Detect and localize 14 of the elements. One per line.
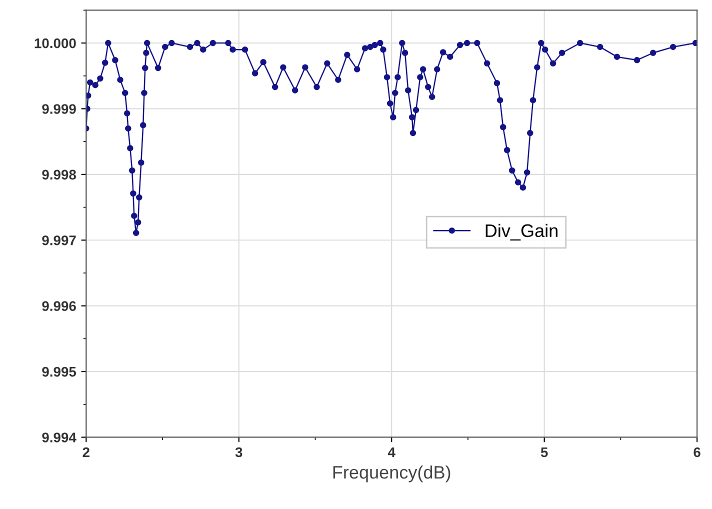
x-tick-label: 3 bbox=[235, 447, 242, 458]
legend-label: Div_Gain bbox=[486, 224, 558, 241]
y-tick-label: 9.997 bbox=[42, 235, 76, 246]
y-tick-label: 9.998 bbox=[42, 170, 76, 180]
y-tick-label: 10.000 bbox=[34, 38, 76, 48]
x-tick-label: 2 bbox=[82, 447, 90, 458]
x-tick-label: 4 bbox=[388, 447, 396, 458]
x-axis-title: Frequency(dB) bbox=[333, 465, 450, 482]
x-tick-label: 5 bbox=[540, 447, 548, 458]
y-tick-label: 9.996 bbox=[42, 301, 76, 311]
x-tick-label: 6 bbox=[694, 447, 700, 458]
y-tick-label: 9.994 bbox=[42, 432, 76, 442]
y-tick-label: 9.999 bbox=[42, 104, 76, 114]
y-tick-label: 9.995 bbox=[42, 366, 76, 377]
